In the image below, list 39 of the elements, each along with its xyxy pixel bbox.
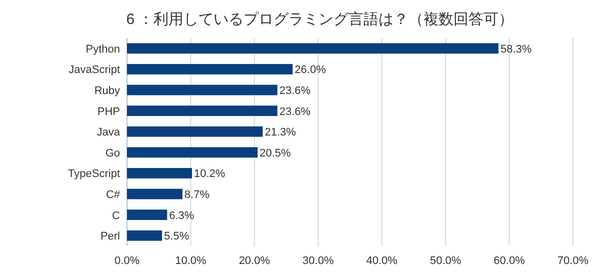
x-tick-label: 60.0% — [494, 255, 526, 267]
y-tick-label: Perl — [100, 230, 120, 243]
bar — [127, 106, 278, 116]
y-tick-label: Ruby — [94, 85, 120, 97]
y-tick-label: C# — [106, 189, 121, 201]
x-tick-label: 70.0% — [557, 255, 589, 267]
bar — [127, 168, 192, 178]
data-label: 58.3% — [500, 43, 532, 56]
x-tick-label: 50.0% — [430, 255, 462, 267]
data-label: 6.3% — [169, 210, 194, 222]
data-label: 20.5% — [260, 147, 292, 160]
bar — [127, 84, 278, 96]
data-label: 8.7% — [184, 189, 210, 201]
y-tick-label: C — [112, 210, 120, 222]
data-label: 10.2% — [194, 168, 226, 180]
data-label: 26.0% — [294, 64, 326, 76]
bar — [127, 43, 498, 54]
x-tick-label: 10.0% — [175, 255, 207, 267]
data-label: 23.6% — [279, 106, 311, 118]
y-tick-label: Python — [86, 43, 120, 56]
bar — [127, 64, 293, 74]
y-tick-label: Go — [105, 147, 120, 160]
chart-title: 6 ：利用しているプログラミング言語は？（複数回答可） — [126, 11, 514, 28]
y-tick-label: JavaScript — [68, 64, 120, 76]
y-tick-label: Java — [96, 126, 121, 139]
x-tick-label: 20.0% — [238, 255, 270, 267]
x-tick-label: 30.0% — [302, 255, 334, 267]
y-tick-label: TypeScript — [68, 168, 120, 180]
data-label: 21.3% — [264, 126, 296, 139]
data-label: 23.6% — [279, 85, 311, 97]
bar — [127, 147, 258, 158]
bar — [127, 188, 182, 200]
data-label: 5.5% — [164, 230, 190, 243]
bar — [127, 230, 162, 241]
y-tick-label: PHP — [97, 106, 120, 118]
x-tick-label: 40.0% — [366, 255, 398, 267]
x-tick-label: 0.0% — [114, 255, 140, 267]
bar — [127, 126, 263, 137]
bar — [127, 210, 168, 220]
